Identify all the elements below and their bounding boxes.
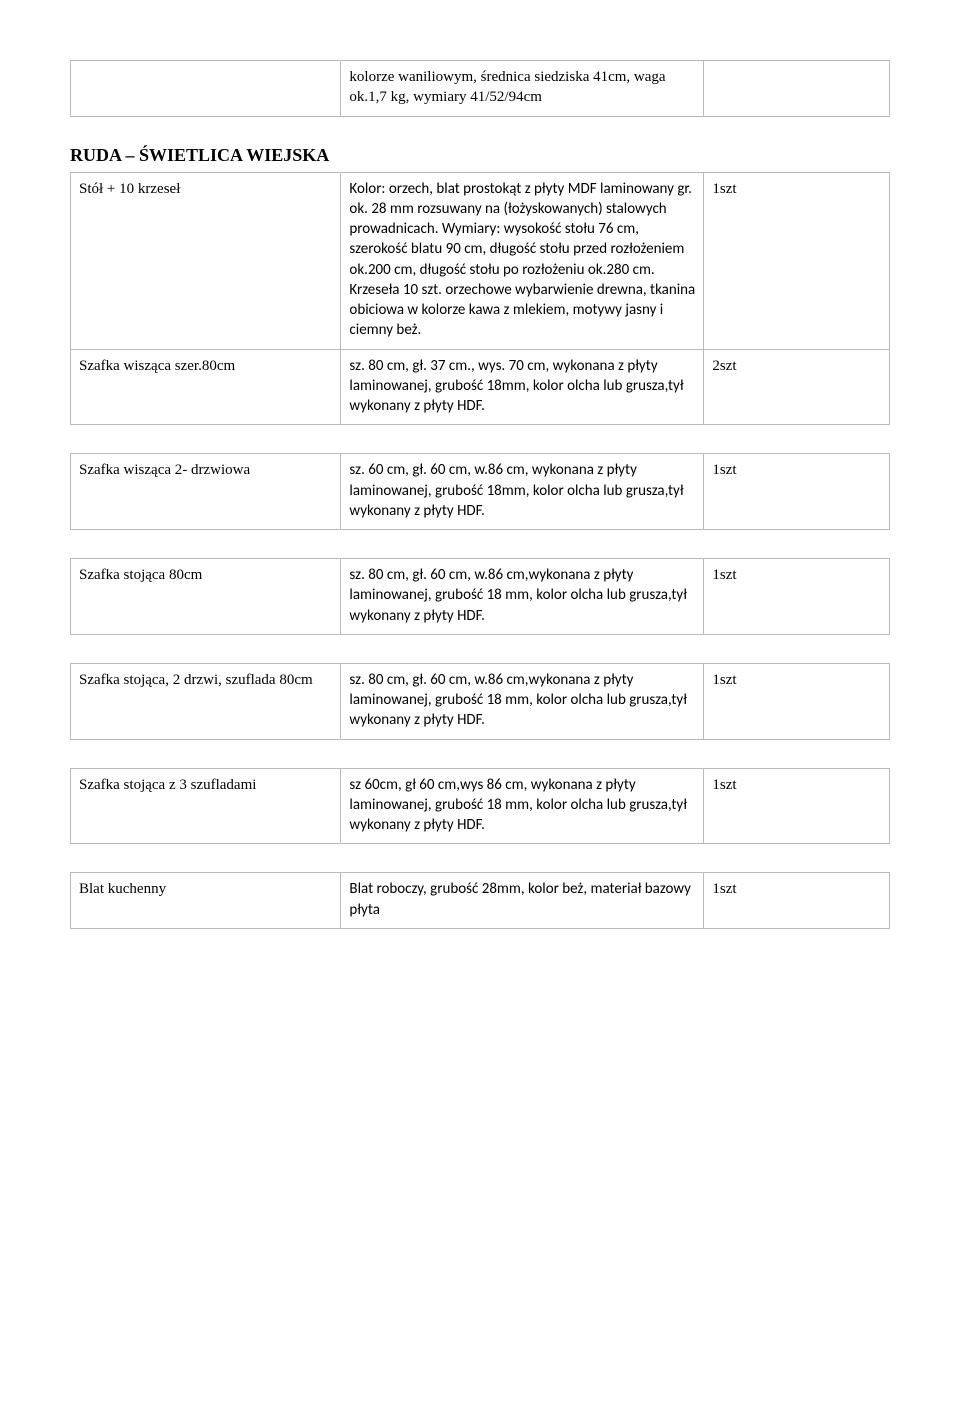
item-label: Szafka stojąca 80cm xyxy=(71,559,341,635)
item-qty: 1szt xyxy=(704,873,890,929)
table-row: kolorze waniliowym, średnica siedziska 4… xyxy=(71,61,890,117)
top-fragment-table: kolorze waniliowym, średnica siedziska 4… xyxy=(70,60,890,117)
item-desc: sz. 80 cm, gł. 37 cm., wys. 70 cm, wykon… xyxy=(341,349,704,425)
fragment-col2: kolorze waniliowym, średnica siedziska 4… xyxy=(341,61,704,117)
item-qty: 1szt xyxy=(704,559,890,635)
item-desc: sz. 60 cm, gł. 60 cm, w.86 cm, wykonana … xyxy=(341,454,704,530)
item-desc: sz. 80 cm, gł. 60 cm, w.86 cm,wykonana z… xyxy=(341,559,704,635)
table-row: Blat kuchenny Blat roboczy, grubość 28mm… xyxy=(71,873,890,929)
main-table-3: Szafka stojąca 80cm sz. 80 cm, gł. 60 cm… xyxy=(70,558,890,635)
item-desc: Kolor: orzech, blat prostokąt z płyty MD… xyxy=(341,172,704,349)
table-row: Szafka wisząca szer.80cm sz. 80 cm, gł. … xyxy=(71,349,890,425)
item-label: Szafka stojąca z 3 szufladami xyxy=(71,768,341,844)
item-qty: 1szt xyxy=(704,454,890,530)
table-row: Szafka stojąca, 2 drzwi, szuflada 80cm s… xyxy=(71,663,890,739)
main-table-6: Blat kuchenny Blat roboczy, grubość 28mm… xyxy=(70,872,890,929)
main-table: Stół + 10 krzeseł Kolor: orzech, blat pr… xyxy=(70,172,890,426)
item-label: Blat kuchenny xyxy=(71,873,341,929)
item-qty: 2szt xyxy=(704,349,890,425)
item-desc: Blat roboczy, grubość 28mm, kolor beż, m… xyxy=(341,873,704,929)
item-desc: sz. 80 cm, gł. 60 cm, w.86 cm,wykonana z… xyxy=(341,663,704,739)
item-label: Szafka stojąca, 2 drzwi, szuflada 80cm xyxy=(71,663,341,739)
item-qty: 1szt xyxy=(704,172,890,349)
section-title: RUDA – ŚWIETLICA WIEJSKA xyxy=(70,145,890,166)
item-desc: sz 60cm, gł 60 cm,wys 86 cm, wykonana z … xyxy=(341,768,704,844)
item-label: Szafka wisząca 2- drzwiowa xyxy=(71,454,341,530)
main-table-5: Szafka stojąca z 3 szufladami sz 60cm, g… xyxy=(70,768,890,845)
table-row: Szafka wisząca 2- drzwiowa sz. 60 cm, gł… xyxy=(71,454,890,530)
item-label: Stół + 10 krzeseł xyxy=(71,172,341,349)
table-row: Szafka stojąca 80cm sz. 80 cm, gł. 60 cm… xyxy=(71,559,890,635)
item-qty: 1szt xyxy=(704,663,890,739)
main-table-2: Szafka wisząca 2- drzwiowa sz. 60 cm, gł… xyxy=(70,453,890,530)
fragment-col1 xyxy=(71,61,341,117)
table-row: Szafka stojąca z 3 szufladami sz 60cm, g… xyxy=(71,768,890,844)
item-label: Szafka wisząca szer.80cm xyxy=(71,349,341,425)
item-qty: 1szt xyxy=(704,768,890,844)
fragment-col3 xyxy=(704,61,890,117)
table-row: Stół + 10 krzeseł Kolor: orzech, blat pr… xyxy=(71,172,890,349)
main-table-4: Szafka stojąca, 2 drzwi, szuflada 80cm s… xyxy=(70,663,890,740)
